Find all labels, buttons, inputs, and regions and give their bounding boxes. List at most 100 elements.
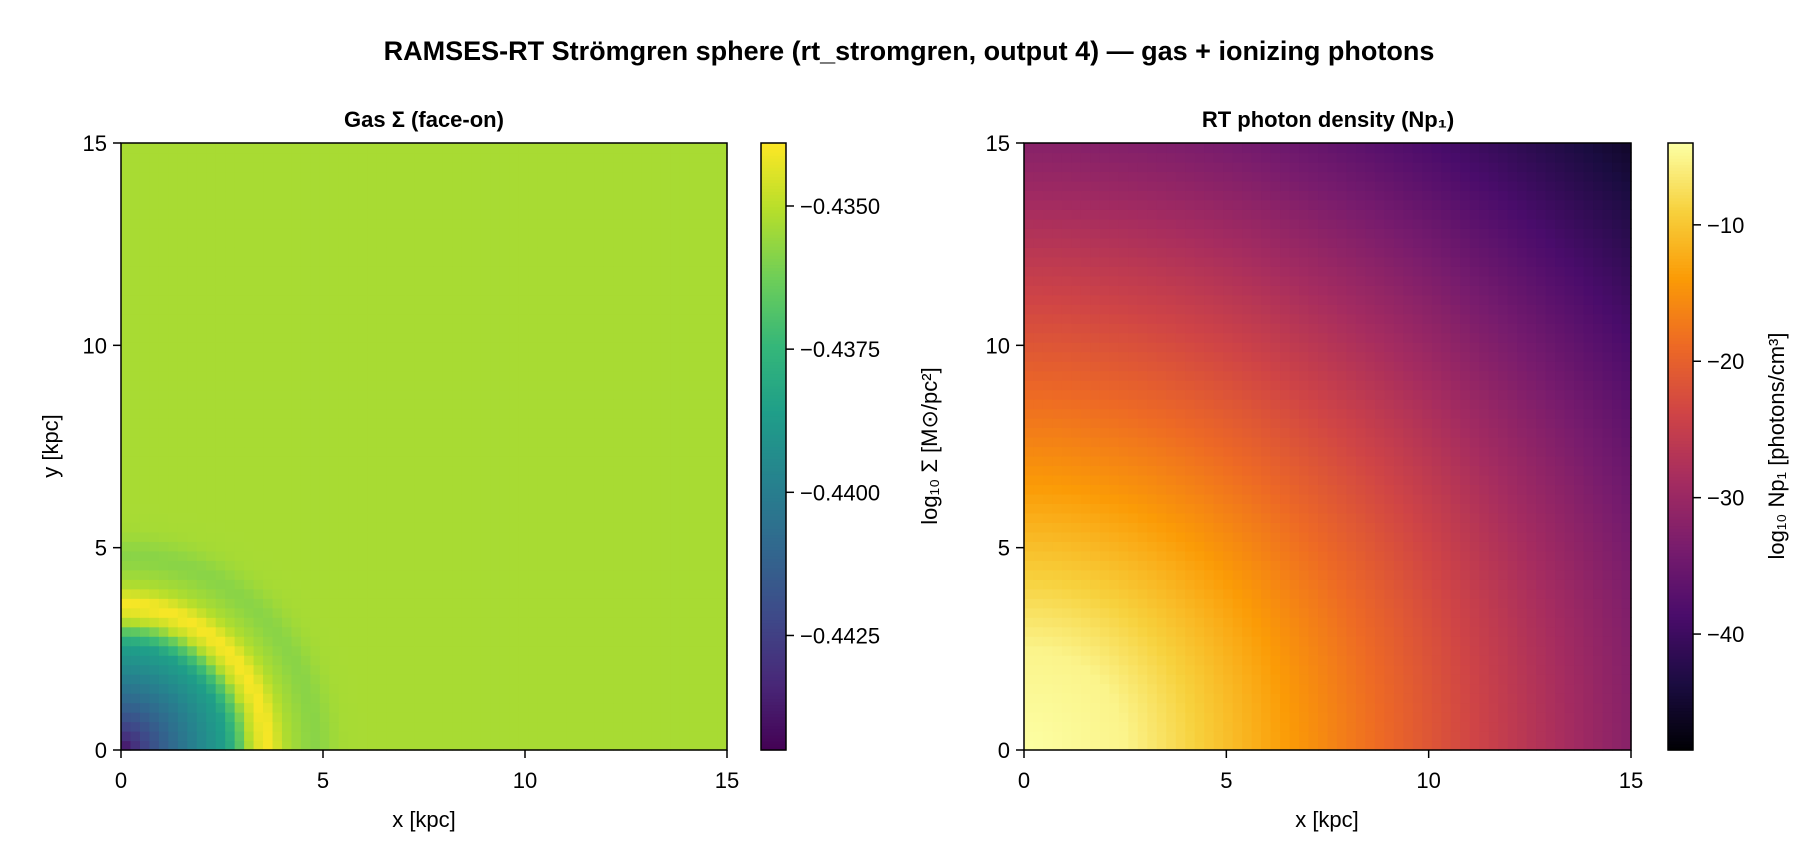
- heatmap-cell: [471, 237, 482, 248]
- heatmap-cell: [566, 740, 577, 751]
- heatmap-cell: [367, 190, 378, 201]
- heatmap-cell: [158, 427, 169, 438]
- heatmap-cell: [660, 617, 671, 628]
- heatmap-cell: [310, 275, 321, 286]
- heatmap-cell: [689, 683, 700, 694]
- heatmap-cell: [310, 332, 321, 343]
- heatmap-cell: [1175, 693, 1186, 704]
- heatmap-cell: [471, 493, 482, 504]
- heatmap-cell: [121, 474, 132, 486]
- heatmap-cell: [158, 171, 169, 182]
- heatmap-cell: [613, 351, 624, 362]
- heatmap-cell: [708, 702, 719, 713]
- heatmap-cell: [291, 655, 302, 666]
- y-tick-label: 5: [95, 536, 107, 561]
- heatmap-cell: [225, 569, 236, 580]
- colorbar-segment: [761, 197, 786, 202]
- heatmap-cell: [168, 361, 179, 372]
- heatmap-cell: [395, 598, 406, 609]
- heatmap-cell: [622, 218, 633, 229]
- heatmap-cell: [158, 674, 169, 685]
- heatmap-cell: [310, 550, 321, 561]
- heatmap-cell: [679, 152, 690, 163]
- heatmap-cell: [651, 683, 662, 694]
- heatmap-cell: [348, 380, 359, 391]
- heatmap-cell: [1052, 702, 1063, 713]
- heatmap-cell: [196, 503, 207, 514]
- heatmap-cell: [215, 541, 226, 552]
- heatmap-cell: [660, 190, 671, 201]
- heatmap-cell: [537, 152, 548, 163]
- heatmap-cell: [130, 380, 141, 391]
- heatmap-cell: [670, 332, 681, 343]
- heatmap-cell: [433, 731, 444, 742]
- colorbar-segment: [761, 328, 786, 332]
- colorbar-segment: [761, 449, 786, 454]
- heatmap-cell: [187, 199, 198, 210]
- heatmap-cell: [196, 474, 207, 486]
- colorbar-segment: [761, 309, 786, 314]
- heatmap-cell: [603, 427, 614, 438]
- heatmap-cell: [556, 399, 567, 410]
- heatmap-cell: [244, 664, 255, 675]
- heatmap-cell: [641, 247, 652, 258]
- heatmap-cell: [291, 493, 302, 504]
- heatmap-cell: [556, 588, 567, 599]
- heatmap-cell: [1061, 664, 1073, 675]
- heatmap-cell: [537, 664, 548, 675]
- colorbar-segment: [761, 613, 786, 618]
- heatmap-cell: [414, 474, 425, 486]
- heatmap-cell: [291, 740, 302, 751]
- heatmap-cell: [177, 342, 188, 353]
- heatmap-cell: [405, 332, 416, 343]
- heatmap-cell: [121, 541, 132, 552]
- heatmap-cell: [509, 550, 520, 561]
- heatmap-cell: [490, 285, 501, 296]
- colorbar-segment: [761, 322, 786, 326]
- heatmap-cell: [177, 465, 188, 476]
- heatmap-cell: [405, 256, 416, 267]
- heatmap-cell: [225, 427, 236, 438]
- heatmap-cell: [215, 351, 226, 362]
- heatmap-cell: [717, 294, 728, 305]
- heatmap-cell: [490, 143, 501, 154]
- heatmap-cell: [556, 455, 567, 467]
- heatmap-cell: [244, 550, 255, 561]
- heatmap-cell: [1422, 731, 1433, 742]
- heatmap-cell: [206, 626, 217, 637]
- heatmap-cell: [187, 674, 198, 685]
- heatmap-cell: [575, 266, 586, 277]
- heatmap-cell: [272, 598, 283, 609]
- heatmap-cell: [556, 228, 567, 239]
- heatmap-cell: [641, 342, 652, 353]
- heatmap-cell: [584, 370, 596, 381]
- heatmap-cell: [480, 579, 491, 590]
- heatmap-cell: [1204, 702, 1215, 713]
- heatmap-cell: [158, 655, 169, 666]
- heatmap-cell: [244, 617, 255, 628]
- heatmap-cell: [641, 437, 652, 448]
- heatmap-cell: [225, 484, 236, 495]
- heatmap-cell: [442, 588, 454, 599]
- heatmap-cell: [603, 266, 614, 277]
- heatmap-cell: [1374, 683, 1385, 694]
- heatmap-cell: [717, 332, 728, 343]
- heatmap-cell: [386, 512, 397, 523]
- heatmap-cell: [433, 323, 444, 334]
- heatmap-cell: [717, 693, 728, 704]
- heatmap-cell: [272, 285, 283, 296]
- heatmap-cell: [376, 693, 387, 704]
- heatmap-cell: [461, 522, 472, 533]
- heatmap-cell: [1080, 740, 1091, 751]
- heatmap-cell: [679, 380, 690, 391]
- heatmap-cell: [158, 531, 169, 542]
- heatmap-cell: [139, 313, 151, 324]
- heatmap-cell: [338, 607, 349, 618]
- heatmap-cell: [594, 731, 605, 742]
- heatmap-cell: [509, 285, 520, 296]
- heatmap-cell: [281, 380, 293, 391]
- heatmap-cell: [348, 446, 359, 457]
- heatmap-cell: [1166, 693, 1177, 704]
- heatmap-cell: [329, 332, 340, 343]
- heatmap-cell: [651, 484, 662, 495]
